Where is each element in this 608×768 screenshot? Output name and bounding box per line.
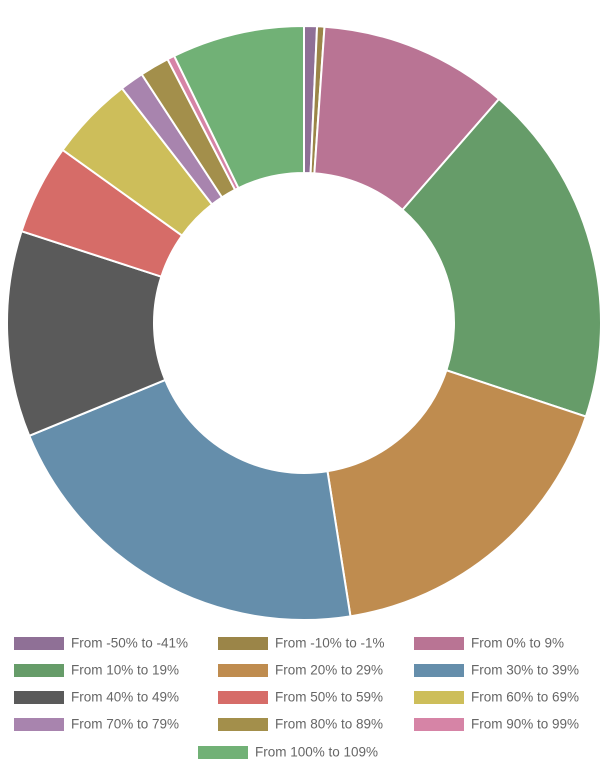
legend-label: From 30% to 39%	[471, 663, 579, 678]
legend-label: From 50% to 59%	[275, 690, 383, 705]
legend-label: From 90% to 99%	[471, 717, 579, 732]
legend-swatch	[198, 746, 248, 759]
slice	[172, 24, 305, 190]
legend-swatch	[414, 718, 464, 731]
legend-swatch	[14, 664, 64, 677]
legend-label: From -50% to -41%	[71, 636, 188, 651]
legend-swatch	[414, 637, 464, 650]
legend-label: From 80% to 89%	[275, 717, 383, 732]
slice	[326, 368, 588, 618]
slice	[27, 378, 352, 621]
slice	[401, 97, 602, 418]
legend-label: From 20% to 29%	[275, 663, 383, 678]
legend-label: From 0% to 9%	[471, 636, 564, 651]
legend-swatch	[14, 691, 64, 704]
legend-swatch	[14, 637, 64, 650]
legend-swatch	[218, 664, 268, 677]
legend-swatch	[414, 664, 464, 677]
legend-swatch	[218, 691, 268, 704]
legend-label: From 70% to 79%	[71, 717, 179, 732]
legend-swatch	[414, 691, 464, 704]
legend-swatch	[218, 718, 268, 731]
legend-label: From 10% to 19%	[71, 663, 179, 678]
legend-label: From 60% to 69%	[471, 690, 579, 705]
legend-label: From -10% to -1%	[275, 636, 385, 651]
legend-label: From 100% to 109%	[255, 745, 378, 760]
legend-label: From 40% to 49%	[71, 690, 179, 705]
legend-swatch	[218, 637, 268, 650]
legend-swatch	[14, 718, 64, 731]
